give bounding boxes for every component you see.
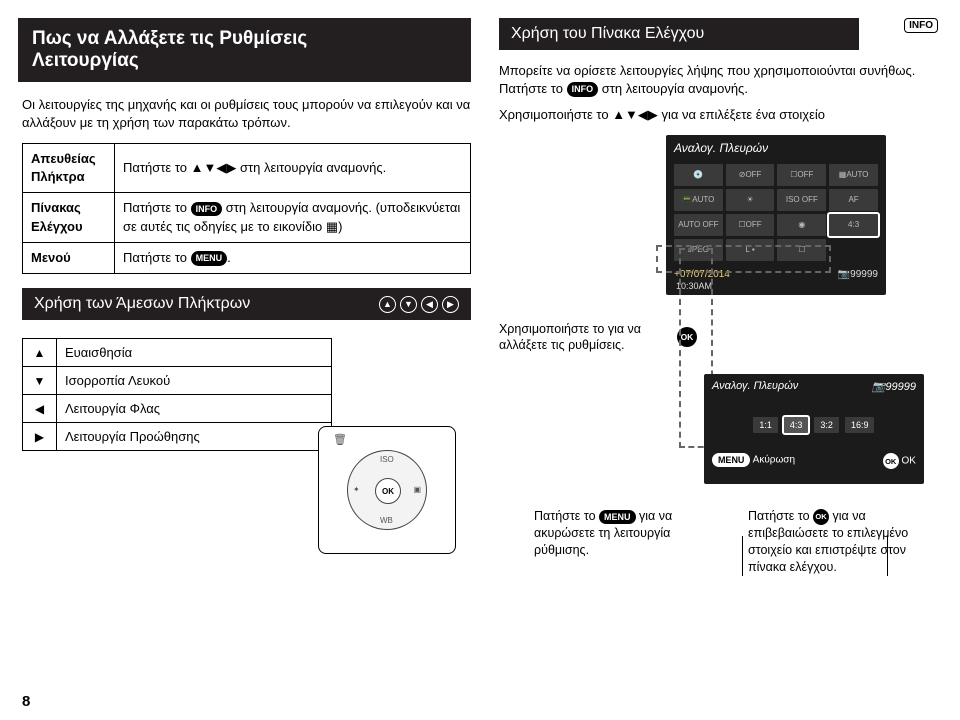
lcd1-cell: ISO OFF — [777, 189, 826, 211]
cp-text-2: Χρησιμοποιήστε το ▲▼◀▶ για να επιλέξετε … — [499, 106, 938, 124]
lcd-screen-1: Αναλογ. Πλευρών 💿⊘OFF☐OFF▦AUTO📟AUTO☀ISO … — [666, 135, 886, 295]
pointer-line — [887, 536, 888, 576]
lcd1-date: 07/07/2014 — [680, 269, 730, 280]
table-row: Απευθείας Πλήκτρα Πατήστε το ▲▼◀▶ στη λε… — [23, 144, 471, 193]
dpad-right-label: ▣ — [413, 485, 421, 494]
cp-text-1: Μπορείτε να ορίσετε λειτουργίες λήψης πο… — [499, 62, 938, 98]
lcd1-cell: AF — [829, 189, 878, 211]
lcd1-cell: JPEG — [674, 239, 723, 261]
lcd1-cell: 💿 — [674, 164, 723, 186]
lcd1-time: 10:30AM — [676, 281, 712, 291]
direct-keys-title: Χρήση των Άμεσων Πλήκτρων — [34, 295, 250, 313]
info-badge: INFO — [904, 18, 938, 33]
right-column: INFO Χρήση του Πίνακα Ελέγχου Μπορείτε ν… — [499, 18, 938, 576]
title-line1: Πως να Αλλάξετε τις Ρυθμίσεις — [32, 28, 457, 50]
intro-text: Οι λειτουργίες της μηχανής και οι ρυθμίσ… — [22, 96, 471, 131]
lcd1-cell: AUTO OFF — [674, 214, 723, 236]
footer-note-right: Πατήστε το OK για να επιβεβαιώσετε το επ… — [748, 508, 928, 576]
page-number: 8 — [22, 693, 30, 710]
info-pill: INFO — [191, 202, 223, 217]
hint-left: Χρησιμοποιήστε το για να αλλάξετε τις ρυ… — [499, 321, 659, 355]
ok-pill-inline: OK — [813, 509, 829, 525]
control-panel-title: Χρήση του Πίνακα Ελέγχου — [499, 18, 859, 50]
lcd1-cell: ☀ — [726, 189, 775, 211]
lcd1-cell: 📟AUTO — [674, 189, 723, 211]
lcd1-cell: ☐OFF — [726, 214, 775, 236]
left-column: Πως να Αλλάξετε τις Ρυθμίσεις Λειτουργία… — [22, 18, 471, 576]
row-key: Πίνακας Ελέγχου — [23, 193, 115, 242]
table-row: ▼Ισορροπία Λευκού — [23, 367, 332, 395]
dpad-up-label: ISO — [380, 455, 394, 464]
lcd2-ok-label: OK — [901, 456, 915, 467]
lcd1-cell: ▦AUTO — [829, 164, 878, 186]
arrow-functions-table: ▲Ευαισθησία ▼Ισορροπία Λευκού ◀Λειτουργί… — [22, 338, 332, 451]
lcd1-cell: L ▪ — [726, 239, 775, 261]
table-row: ▶Λειτουργία Προώθησης — [23, 423, 332, 451]
camera-dpad-diagram: 🗑 ISO WB ✦ ▣ OK — [318, 426, 456, 554]
lcd2-option: 16:9 — [845, 417, 875, 433]
lcd1-cell: 4:3 — [829, 214, 878, 236]
lcd1-cell: ☐OFF — [777, 164, 826, 186]
trash-icon: 🗑 — [333, 433, 347, 446]
lcd1-cell: ⊘OFF — [726, 164, 775, 186]
pointer-line — [742, 536, 743, 576]
table-row: ▲Ευαισθησία — [23, 339, 332, 367]
lcd1-cell: ☐ — [777, 239, 826, 261]
lcd1-shots: 99999 — [850, 269, 878, 280]
footer-note-left: Πατήστε το MENU για να ακυρώσετε τη λειτ… — [534, 508, 714, 576]
title-line2: Λειτουργίας — [32, 50, 457, 72]
table-row: Μενού Πατήστε το MENU. — [23, 242, 471, 273]
lcd2-cancel: Ακύρωση — [753, 455, 795, 466]
lcd2-ok-icon: OK — [883, 453, 899, 469]
row-val: Πατήστε το MENU. — [115, 242, 471, 273]
row-key: Μενού — [23, 242, 115, 273]
dpad-ok: OK — [375, 478, 401, 504]
dpad-left-label: ✦ — [353, 485, 360, 494]
table-row: ◀Λειτουργία Φλας — [23, 395, 332, 423]
methods-table: Απευθείας Πλήκτρα Πατήστε το ▲▼◀▶ στη λε… — [22, 143, 471, 274]
ok-icon: OK — [677, 327, 697, 347]
row-val: Πατήστε το ▲▼◀▶ στη λειτουργία αναμονής. — [115, 144, 471, 193]
lcd2-options: 1:1 4:3 3:2 16:9 — [704, 417, 924, 433]
dpad-down-label: WB — [380, 516, 393, 525]
row-key: Απευθείας Πλήκτρα — [23, 144, 115, 193]
lcd1-header: Αναλογ. Πλευρών — [666, 135, 886, 161]
table-row: Πίνακας Ελέγχου Πατήστε το INFO στη λειτ… — [23, 193, 471, 242]
lcd2-option: 4:3 — [784, 417, 809, 433]
lcd2-option: 3:2 — [814, 417, 839, 433]
section-title: Πως να Αλλάξετε τις Ρυθμίσεις Λειτουργία… — [18, 18, 471, 82]
row-val: Πατήστε το INFO στη λειτουργία αναμονής.… — [115, 193, 471, 242]
lcd2-option: 1:1 — [753, 417, 778, 433]
direct-keys-bar: Χρήση των Άμεσων Πλήκτρων ▲▼◀▶ — [22, 288, 471, 320]
lcd1-grid: 💿⊘OFF☐OFF▦AUTO📟AUTO☀ISO OFFAFAUTO OFF☐OF… — [666, 161, 886, 264]
lcd2-menu-pill: MENU — [712, 453, 751, 467]
menu-pill-inline: MENU — [599, 510, 636, 524]
lcd-screen-2: Αναλογ. Πλευρών 📷99999 1:14:33:216:9 MEN… — [704, 374, 924, 484]
arrow-circles-icon: ▲▼◀▶ — [379, 296, 459, 313]
lcd2-shots: 99999 — [885, 381, 916, 393]
info-pill-inline: INFO — [567, 82, 599, 97]
menu-pill: MENU — [191, 251, 228, 266]
lcd1-cell: ◉ — [777, 214, 826, 236]
lcd2-header: Αναλογ. Πλευρών — [712, 380, 798, 393]
